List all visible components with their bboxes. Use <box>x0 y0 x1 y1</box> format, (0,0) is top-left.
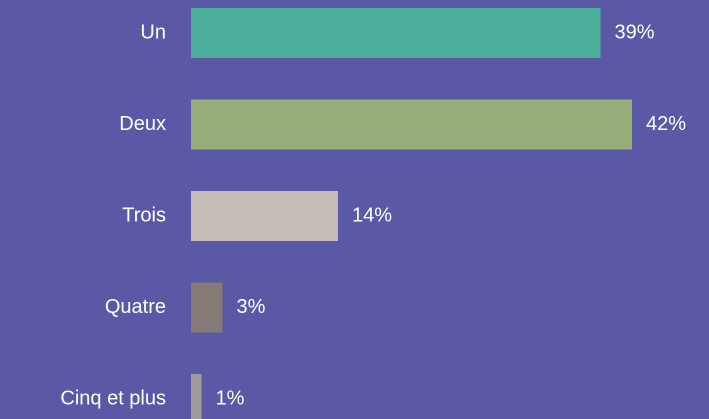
category-label: Trois <box>122 204 166 226</box>
value-label: 14% <box>352 204 392 226</box>
bar <box>191 191 338 241</box>
category-label: Un <box>140 21 166 43</box>
value-label: 1% <box>216 387 245 409</box>
category-label: Cinq et plus <box>60 387 166 409</box>
bar <box>191 99 632 150</box>
bar <box>191 8 601 58</box>
category-label: Deux <box>119 113 166 135</box>
value-label: 3% <box>237 296 266 318</box>
value-label: 42% <box>646 113 686 135</box>
bar <box>191 282 223 333</box>
value-label: 39% <box>615 21 655 43</box>
category-label: Quatre <box>105 296 166 318</box>
bar <box>191 374 202 419</box>
